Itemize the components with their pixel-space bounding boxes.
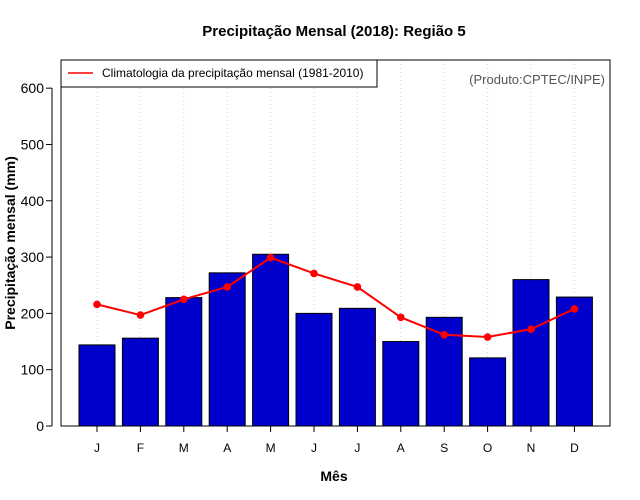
bar [338,307,376,427]
legend-box [60,59,378,88]
chart-title: Precipitação Mensal (2018): Região 5 [202,23,465,40]
climatology-point [483,333,492,341]
x-tick-label: A [223,441,231,455]
climatology-point [266,253,275,262]
climatology-line [96,256,575,339]
climatology-point [223,283,231,291]
bar [555,296,593,427]
x-tick-label: N [527,441,536,455]
x-tick-label: J [94,441,100,455]
source-label: (Produto:CPTEC/INPE) [469,72,605,87]
x-tick-label: M [179,441,189,455]
x-tick-label: M [266,441,276,455]
y-tick-label: 400 [21,193,45,209]
climatology-line-series [93,253,579,341]
x-tick-label: F [137,441,144,455]
bar [78,344,116,427]
x-tick-label: J [354,441,360,455]
climatology-point [570,305,579,313]
y-tick-label: 100 [21,362,45,378]
bar [121,337,159,427]
climatology-point [527,325,535,333]
y-tick-label: 600 [21,80,45,96]
x-axis-title: Mês [320,468,347,484]
x-tick-label: S [440,441,448,455]
y-axis: 0 100 200 300 400 500 600 [21,80,53,434]
x-tick-label: O [483,441,492,455]
x-tick-label: J [311,441,317,455]
climatology-point [136,311,145,319]
legend-label: Climatologia da precipitação mensal (198… [102,66,363,80]
climatology-point [440,330,449,339]
y-axis-title: Precipitação mensal (mm) [2,156,18,330]
y-tick-label: 300 [21,249,45,265]
climatology-point [310,269,318,278]
bar [208,272,246,427]
climatology-point [93,300,101,309]
bar [512,279,550,427]
x-tick-label: D [570,441,579,455]
bar [469,357,507,427]
climatology-point [353,283,362,291]
x-tick-label: A [397,441,405,455]
y-tick-label: 200 [21,305,45,321]
y-tick-label: 0 [36,418,44,434]
bar [165,297,203,427]
climatology-point [397,313,405,322]
y-tick-label: 500 [21,136,45,152]
bar [382,341,420,427]
legend: Climatologia da precipitação mensal (198… [60,59,378,88]
bar [295,312,333,427]
bar [252,253,290,427]
climatology-point [180,295,188,304]
